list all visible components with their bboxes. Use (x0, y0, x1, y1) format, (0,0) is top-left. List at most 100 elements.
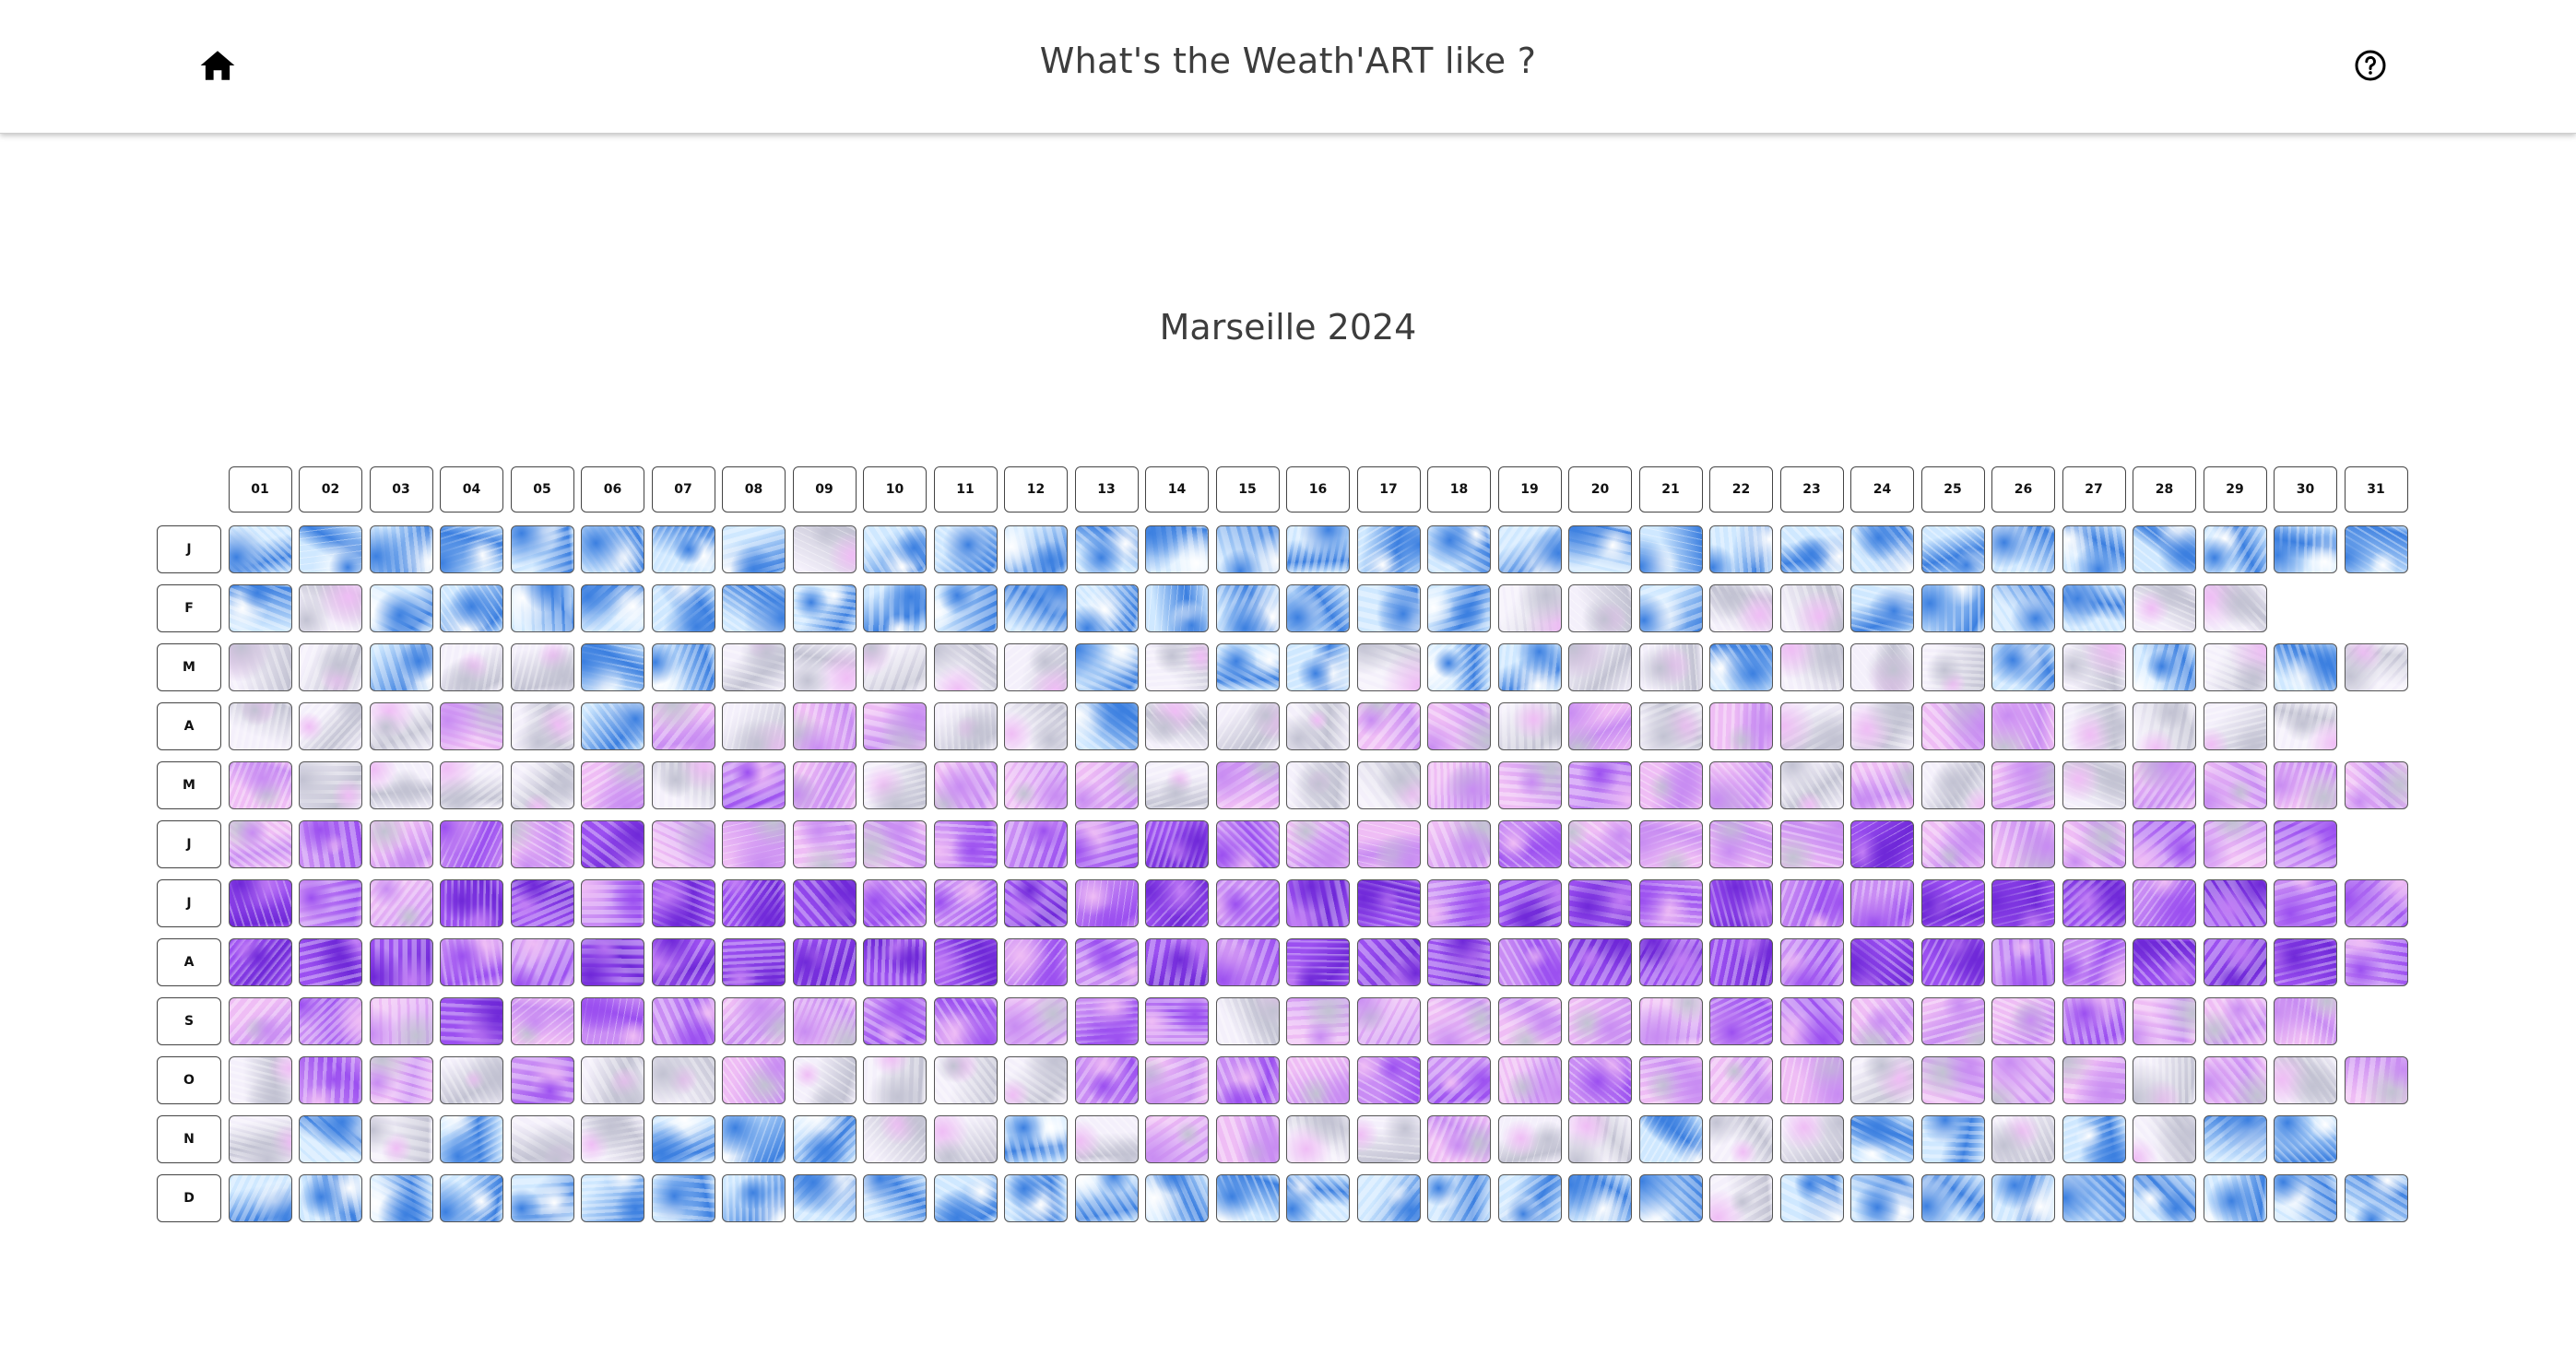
day-artwork-cell[interactable] (1779, 997, 1844, 1045)
day-artwork-cell[interactable] (1850, 997, 1914, 1045)
day-artwork-cell[interactable] (863, 820, 927, 868)
day-artwork-cell[interactable] (440, 643, 503, 691)
day-artwork-cell[interactable] (581, 879, 644, 927)
day-artwork-cell[interactable] (369, 584, 433, 632)
day-artwork-cell[interactable] (1427, 525, 1491, 573)
day-artwork-cell[interactable] (1145, 1115, 1209, 1163)
day-artwork-cell[interactable] (1356, 525, 1421, 573)
day-artwork-cell[interactable] (1920, 1174, 1985, 1222)
day-artwork-cell[interactable] (2344, 525, 2408, 573)
day-artwork-cell[interactable] (722, 1115, 786, 1163)
day-artwork-cell[interactable] (1356, 938, 1421, 986)
day-artwork-cell[interactable] (2274, 820, 2337, 868)
day-artwork-cell[interactable] (440, 938, 503, 986)
day-artwork-cell[interactable] (440, 997, 503, 1045)
day-artwork-cell[interactable] (933, 525, 998, 573)
day-artwork-cell[interactable] (510, 997, 574, 1045)
day-artwork-cell[interactable] (510, 879, 574, 927)
day-artwork-cell[interactable] (2133, 643, 2196, 691)
day-artwork-cell[interactable] (1215, 761, 1280, 809)
day-artwork-cell[interactable] (1497, 1056, 1562, 1104)
day-artwork-cell[interactable] (1638, 938, 1703, 986)
day-artwork-cell[interactable] (1074, 938, 1139, 986)
day-artwork-cell[interactable] (863, 761, 927, 809)
day-artwork-cell[interactable] (722, 1056, 786, 1104)
day-artwork-cell[interactable] (1215, 1056, 1280, 1104)
day-artwork-cell[interactable] (1920, 879, 1985, 927)
day-artwork-cell[interactable] (933, 997, 998, 1045)
day-artwork-cell[interactable] (2133, 584, 2196, 632)
day-artwork-cell[interactable] (1074, 525, 1139, 573)
day-artwork-cell[interactable] (933, 1056, 998, 1104)
day-artwork-cell[interactable] (228, 938, 292, 986)
day-artwork-cell[interactable] (1004, 997, 1068, 1045)
day-artwork-cell[interactable] (722, 820, 786, 868)
day-artwork-cell[interactable] (1638, 525, 1703, 573)
day-artwork-cell[interactable] (1779, 1174, 1844, 1222)
day-artwork-cell[interactable] (792, 1115, 857, 1163)
day-artwork-cell[interactable] (2344, 938, 2408, 986)
day-artwork-cell[interactable] (228, 643, 292, 691)
day-artwork-cell[interactable] (1286, 584, 1350, 632)
day-artwork-cell[interactable] (1145, 1056, 1209, 1104)
day-artwork-cell[interactable] (1004, 1174, 1068, 1222)
day-artwork-cell[interactable] (369, 820, 433, 868)
day-artwork-cell[interactable] (1286, 938, 1350, 986)
home-button[interactable] (197, 46, 238, 85)
day-artwork-cell[interactable] (510, 820, 574, 868)
day-artwork-cell[interactable] (2344, 643, 2408, 691)
day-artwork-cell[interactable] (2203, 1056, 2267, 1104)
day-artwork-cell[interactable] (1568, 584, 1632, 632)
day-artwork-cell[interactable] (1920, 702, 1985, 750)
day-artwork-cell[interactable] (651, 997, 715, 1045)
day-artwork-cell[interactable] (2062, 525, 2126, 573)
day-artwork-cell[interactable] (1850, 761, 1914, 809)
day-artwork-cell[interactable] (2274, 525, 2337, 573)
day-artwork-cell[interactable] (1638, 997, 1703, 1045)
day-artwork-cell[interactable] (722, 761, 786, 809)
day-artwork-cell[interactable] (2062, 761, 2126, 809)
day-artwork-cell[interactable] (1991, 1056, 2055, 1104)
day-artwork-cell[interactable] (1709, 820, 1773, 868)
day-artwork-cell[interactable] (228, 997, 292, 1045)
day-artwork-cell[interactable] (1215, 1115, 1280, 1163)
day-artwork-cell[interactable] (1991, 879, 2055, 927)
day-artwork-cell[interactable] (1497, 525, 1562, 573)
day-artwork-cell[interactable] (2062, 1174, 2126, 1222)
day-artwork-cell[interactable] (581, 761, 644, 809)
day-artwork-cell[interactable] (1850, 584, 1914, 632)
day-artwork-cell[interactable] (1568, 702, 1632, 750)
day-artwork-cell[interactable] (1568, 761, 1632, 809)
day-artwork-cell[interactable] (863, 997, 927, 1045)
day-artwork-cell[interactable] (933, 702, 998, 750)
day-artwork-cell[interactable] (1497, 879, 1562, 927)
day-artwork-cell[interactable] (933, 1115, 998, 1163)
day-artwork-cell[interactable] (1074, 761, 1139, 809)
day-artwork-cell[interactable] (1427, 643, 1491, 691)
day-artwork-cell[interactable] (1004, 702, 1068, 750)
day-artwork-cell[interactable] (1145, 879, 1209, 927)
day-artwork-cell[interactable] (1638, 584, 1703, 632)
day-artwork-cell[interactable] (1991, 1174, 2055, 1222)
day-artwork-cell[interactable] (581, 997, 644, 1045)
day-artwork-cell[interactable] (369, 997, 433, 1045)
day-artwork-cell[interactable] (440, 525, 503, 573)
day-artwork-cell[interactable] (1568, 643, 1632, 691)
day-artwork-cell[interactable] (228, 1056, 292, 1104)
day-artwork-cell[interactable] (1779, 1056, 1844, 1104)
day-artwork-cell[interactable] (1920, 1115, 1985, 1163)
day-artwork-cell[interactable] (1074, 1174, 1139, 1222)
day-artwork-cell[interactable] (1427, 702, 1491, 750)
day-artwork-cell[interactable] (581, 584, 644, 632)
day-artwork-cell[interactable] (2203, 1174, 2267, 1222)
day-artwork-cell[interactable] (2203, 997, 2267, 1045)
day-artwork-cell[interactable] (2062, 584, 2126, 632)
day-artwork-cell[interactable] (1427, 1174, 1491, 1222)
day-artwork-cell[interactable] (1286, 525, 1350, 573)
day-artwork-cell[interactable] (1215, 1174, 1280, 1222)
day-artwork-cell[interactable] (1286, 879, 1350, 927)
day-artwork-cell[interactable] (510, 702, 574, 750)
help-button[interactable] (2354, 49, 2387, 82)
day-artwork-cell[interactable] (651, 1174, 715, 1222)
day-artwork-cell[interactable] (933, 643, 998, 691)
